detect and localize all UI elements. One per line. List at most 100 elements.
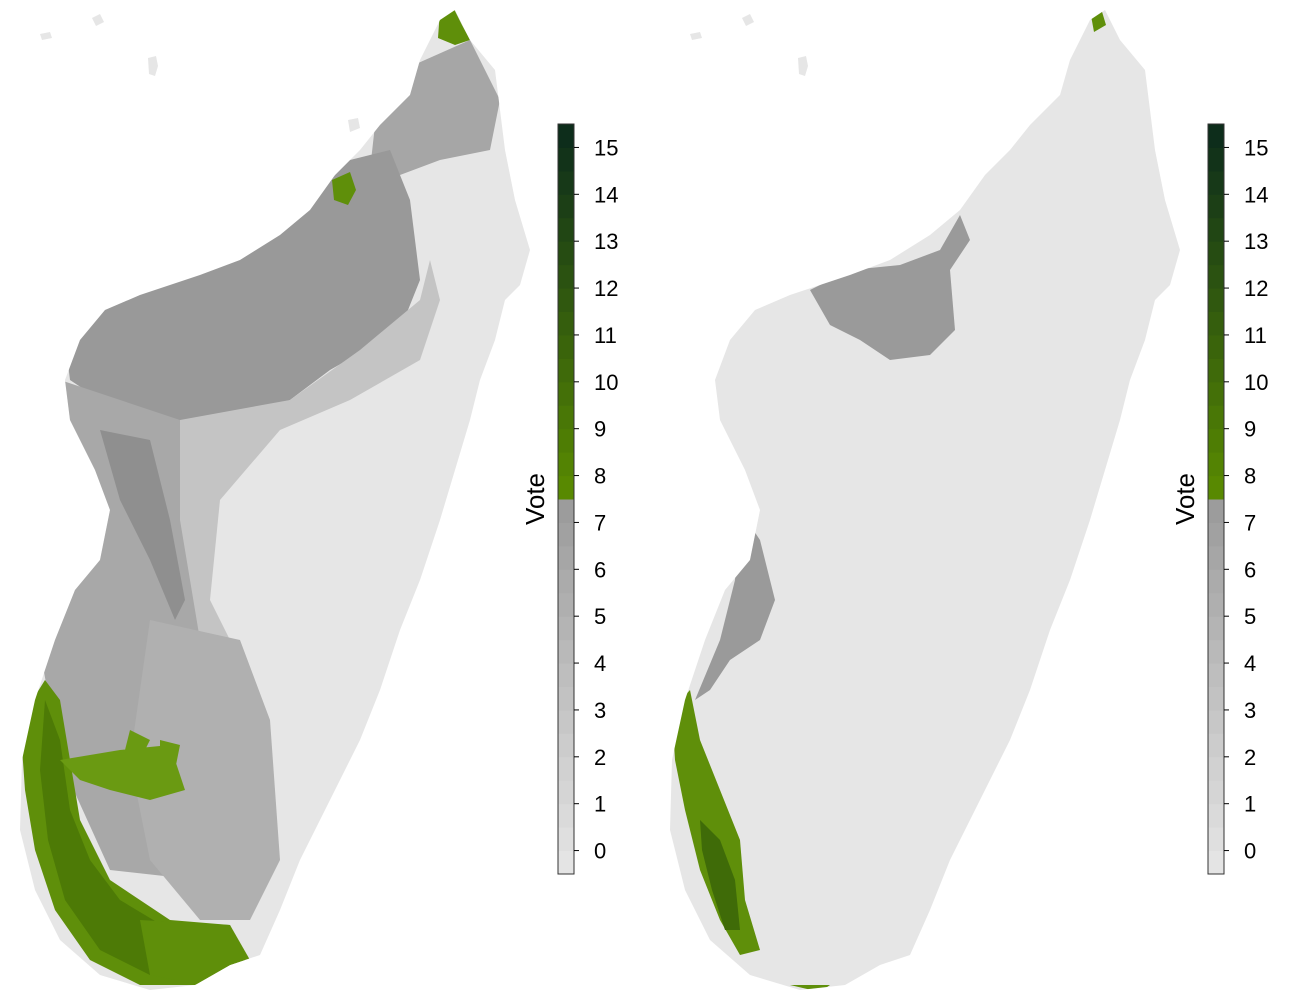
legend-band [558, 686, 574, 711]
zone-northwest-gray [60, 150, 420, 430]
legend-band [558, 334, 574, 359]
legend-band [558, 241, 574, 266]
zone-southern-tip-green [140, 920, 250, 985]
legend-band [1208, 639, 1224, 664]
legend-band [1208, 264, 1224, 289]
legend-tick-label: 14 [594, 182, 618, 207]
legend-band [1208, 475, 1224, 500]
island-comoros-left [40, 14, 104, 40]
zone-southwest-green-patches [60, 730, 185, 800]
legend-band [1208, 358, 1224, 383]
legend-band [558, 381, 574, 406]
legend-band [1208, 288, 1224, 312]
legend-band [1208, 592, 1224, 617]
legend-title: Vote [520, 473, 550, 525]
legend-band [558, 124, 574, 148]
legend-tick-label: 9 [594, 417, 606, 442]
legend-tick-label: 10 [594, 370, 618, 395]
legend-tick-label: 0 [594, 839, 606, 864]
legend-band [1208, 756, 1224, 781]
legend-band [558, 358, 574, 383]
legend-band [558, 592, 574, 617]
legend-band [1208, 850, 1224, 875]
zone-north-green-tip [438, 10, 470, 45]
legend-tick-label: 1 [1244, 792, 1256, 817]
legend-tick-label: 8 [594, 464, 606, 489]
legend-tick-label: 3 [594, 698, 606, 723]
legend-band [558, 428, 574, 453]
legend-band [1208, 803, 1224, 828]
island-nosy-be-left [348, 118, 360, 132]
legend-tick-label: 6 [1244, 557, 1256, 582]
legend-tick-label: 8 [1244, 464, 1256, 489]
legend-tick-label: 0 [1244, 839, 1256, 864]
legend-tick-label: 13 [594, 229, 618, 254]
island-mayotte-right [798, 56, 808, 76]
legend-tick-label: 6 [594, 557, 606, 582]
map-right-fill [672, 10, 1106, 990]
legend-band [558, 756, 574, 781]
legend-tick-label: 11 [1244, 323, 1267, 348]
legend-band [558, 170, 574, 195]
legend-band [1208, 499, 1224, 523]
legend-tick-label: 11 [594, 323, 617, 348]
zone-southwest-green-dark-right [700, 820, 740, 930]
legend-tick-label: 1 [594, 792, 606, 817]
legend-band [1208, 381, 1224, 406]
legend-frame [1207, 123, 1225, 875]
legend-band [558, 147, 574, 172]
legend-band [1208, 616, 1224, 641]
zone-south-midgray [130, 620, 280, 920]
legend-tick-label: 9 [1244, 417, 1256, 442]
legend-band [1208, 686, 1224, 711]
legend-band [558, 405, 574, 430]
zone-west-gray-right [695, 510, 775, 700]
legend-band [1208, 569, 1224, 594]
legend-tick-label: 12 [1244, 276, 1268, 301]
legend-tick-label: 5 [594, 604, 606, 629]
legend-tick-label: 14 [1244, 182, 1268, 207]
legend-band [558, 499, 574, 523]
legend-tick-label: 15 [594, 135, 618, 160]
legend-band [558, 850, 574, 875]
legend-band [558, 217, 574, 242]
legend-band [558, 616, 574, 641]
legend-band [1208, 545, 1224, 570]
legend-tick-label: 7 [1244, 510, 1256, 535]
legend-band [1208, 241, 1224, 266]
legend-band [1208, 405, 1224, 430]
legend-tick-label: 13 [1244, 229, 1268, 254]
legend-tick-label: 5 [1244, 604, 1256, 629]
legend-band [1208, 452, 1224, 477]
island-comoros-right [690, 14, 754, 40]
legend-band [558, 522, 574, 547]
legend-frame [557, 123, 575, 875]
legend-band [558, 827, 574, 852]
legend-band [558, 733, 574, 758]
legend-band [558, 475, 574, 500]
legend-tick-label: 7 [594, 510, 606, 535]
legend-title: Vote [1170, 473, 1200, 525]
zone-south-green-tip-right [790, 985, 830, 990]
legend-band [1208, 827, 1224, 852]
legend-tick-label: 4 [594, 651, 606, 676]
zone-southwest-green-dark [40, 700, 200, 975]
zone-northwest-gray-right [810, 215, 970, 360]
legend-band [1208, 780, 1224, 805]
legend-tick-label: 12 [594, 276, 618, 301]
legend-band [1208, 194, 1224, 219]
legend-tick-label: 2 [1244, 745, 1256, 770]
map-left [20, 10, 530, 990]
zone-southwest-green-right [672, 690, 760, 955]
legend-tick-label: 15 [1244, 135, 1268, 160]
legend-band [558, 780, 574, 805]
legend-band [1208, 522, 1224, 547]
legend-band [558, 803, 574, 828]
legend-band [558, 194, 574, 219]
island-mayotte-left [148, 56, 158, 76]
legend-band [1208, 733, 1224, 758]
